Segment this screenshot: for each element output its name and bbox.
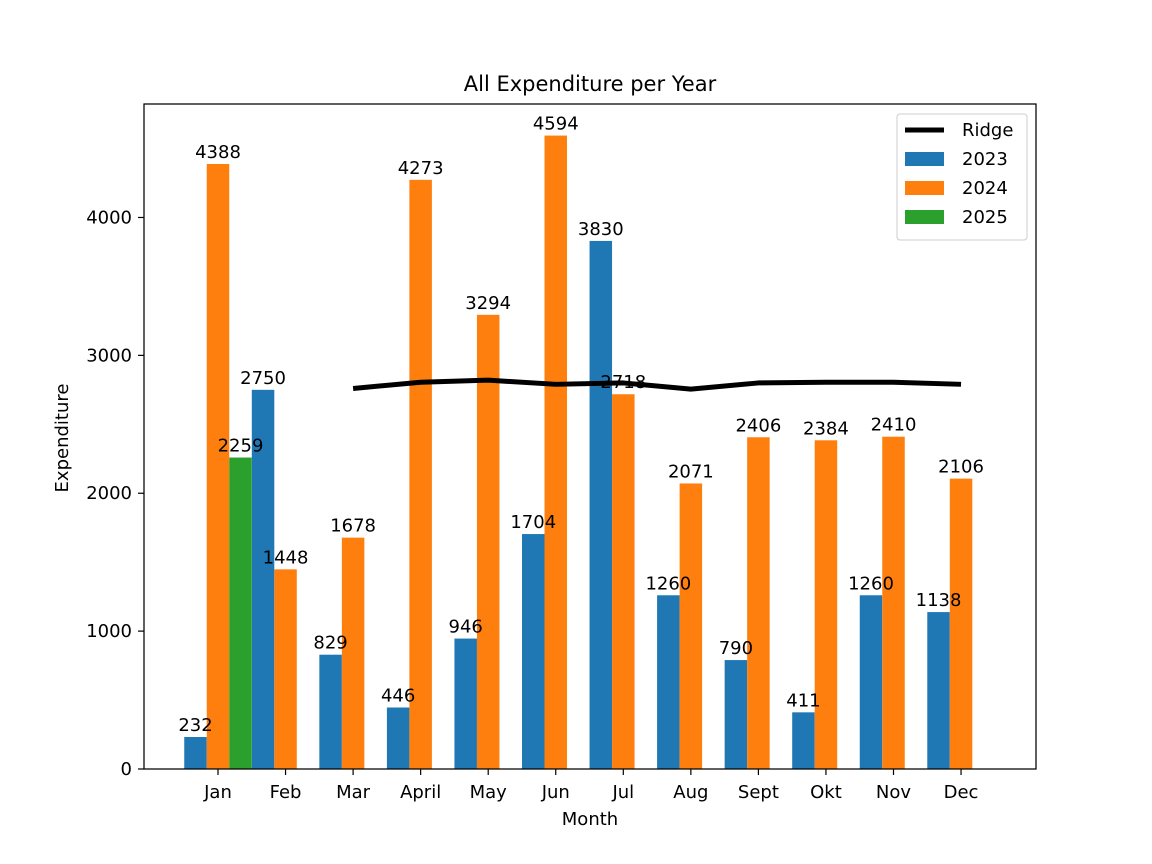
- y-tick-label-0: 0: [121, 759, 132, 780]
- data-label-2024-jun: 4594: [533, 114, 579, 135]
- data-label-2024-dec: 2106: [938, 457, 984, 478]
- bars-layer: [184, 135, 973, 770]
- x-tick-label-dec: Dec: [944, 782, 979, 803]
- bar-2024-okt: [814, 440, 838, 769]
- legend-swatch-2024: [905, 181, 944, 195]
- bar-2023-aug: [657, 595, 680, 769]
- bar-2025-jan: [229, 457, 252, 769]
- bar-2023-mar: [319, 654, 342, 769]
- data-labels-layer: 232 2750 829 446 946 1704 3830 1260 790 411 1260 11…: [178, 114, 984, 736]
- data-label-2023-jul: 3830: [578, 219, 624, 240]
- data-label-2024-feb: 1448: [263, 547, 309, 568]
- data-label-2024-jul: 2718: [600, 372, 646, 393]
- y-tick-label-1000: 1000: [86, 621, 132, 642]
- chart-title: All Expenditure per Year: [464, 72, 717, 96]
- bar-2023-dec: [927, 612, 950, 769]
- bar-2023-sept: [724, 660, 748, 769]
- data-label-2023-feb: 2750: [240, 368, 286, 389]
- bar-2024-jul: [612, 394, 635, 769]
- bar-2023-okt: [792, 712, 815, 769]
- bar-2024-mar: [341, 537, 365, 769]
- data-label-2023-aug: 1260: [645, 573, 691, 594]
- x-tick-label-may: May: [470, 782, 508, 803]
- bar-2023-jan: [184, 737, 207, 769]
- bar-2023-may: [454, 638, 477, 769]
- bar-2024-april: [409, 179, 432, 770]
- x-tick-label-jun: Jun: [541, 782, 570, 803]
- bar-2023-nov: [859, 595, 883, 769]
- bar-2024-nov: [882, 436, 905, 769]
- data-label-2024-april: 4273: [398, 158, 444, 179]
- legend-swatch-2025: [905, 210, 944, 224]
- x-tick-label-april: April: [400, 782, 441, 803]
- x-axis-label: Month: [562, 809, 618, 830]
- x-tick-label-jan: Jan: [203, 782, 232, 803]
- ridge-line-layer: [352, 377, 962, 392]
- legend: Ridge 2023 2024 2025: [896, 113, 1028, 241]
- legend-swatch-2023: [905, 152, 944, 166]
- bar-2023-april: [386, 707, 410, 769]
- data-label-2024-jan: 4388: [195, 142, 241, 163]
- legend-label-2024: 2024: [962, 178, 1008, 199]
- x-tick-label-jul: Jul: [611, 782, 634, 803]
- x-tick-label-sept: Sept: [738, 782, 779, 803]
- x-tick-label-okt: Okt: [810, 782, 842, 803]
- data-label-2023-nov: 1260: [848, 573, 894, 594]
- bar-2024-may: [476, 314, 500, 769]
- bar-2024-jan: [206, 163, 230, 770]
- legend-label-2023: 2023: [962, 149, 1008, 170]
- data-label-2024-may: 3294: [465, 293, 511, 314]
- y-tick-label-3000: 3000: [86, 345, 132, 366]
- y-tick-label-4000: 4000: [86, 207, 132, 228]
- y-tick-label-2000: 2000: [86, 483, 132, 504]
- x-tick-label-aug: Aug: [673, 782, 708, 803]
- y-axis-label: Expenditure: [52, 384, 73, 493]
- data-label-2023-april: 446: [381, 686, 415, 707]
- data-label-2023-jun: 1704: [510, 512, 556, 533]
- data-label-2024-okt: 2384: [803, 418, 849, 439]
- bar-2024-jun: [544, 135, 567, 769]
- y-axis: 0 1000 2000 3000 4000: [86, 207, 144, 780]
- bar-2024-dec: [949, 478, 973, 769]
- legend-label-ridge: Ridge: [962, 120, 1013, 141]
- data-label-2024-aug: 2071: [668, 461, 714, 482]
- bar-2023-jun: [522, 534, 545, 769]
- data-label-2025-jan: 2259: [218, 436, 264, 457]
- data-label-2023-jan: 232: [178, 715, 212, 736]
- data-label-2023-dec: 1138: [916, 590, 962, 611]
- x-tick-label-nov: Nov: [876, 782, 911, 803]
- x-tick-label-mar: Mar: [336, 782, 371, 803]
- bar-2024-sept: [747, 437, 770, 769]
- legend-box: [896, 113, 1028, 241]
- bar-2024-aug: [679, 483, 703, 769]
- bar-2024-feb: [274, 569, 297, 769]
- data-label-2023-may: 946: [449, 617, 483, 638]
- legend-label-2025: 2025: [962, 207, 1008, 228]
- x-axis: Jan Feb Mar April May Jun Jul Aug Sept Okt Nov Dec: [203, 769, 978, 803]
- bar-2023-feb: [251, 389, 275, 769]
- data-label-2024-nov: 2410: [871, 415, 917, 436]
- ridge-line: [352, 377, 962, 392]
- data-label-2024-sept: 2406: [735, 415, 781, 436]
- data-label-2023-mar: 829: [313, 633, 347, 654]
- plot-frame: [143, 103, 1037, 770]
- data-label-2023-sept: 790: [719, 638, 753, 659]
- x-tick-label-feb: Feb: [270, 782, 302, 803]
- bar-2023-jul: [589, 240, 613, 769]
- data-label-2023-okt: 411: [786, 690, 820, 711]
- data-label-2024-mar: 1678: [330, 516, 376, 537]
